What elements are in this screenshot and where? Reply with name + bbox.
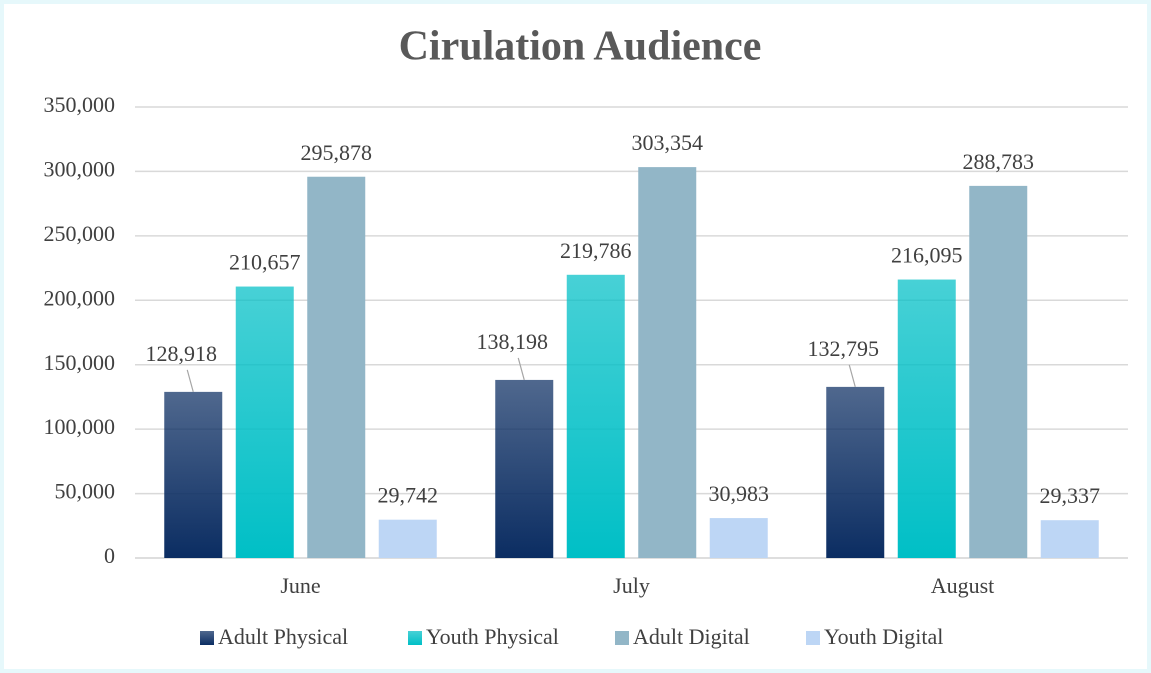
bar (566, 274, 625, 558)
legend-label: Youth Physical (426, 624, 559, 649)
legend-swatch (408, 631, 422, 645)
bar (969, 185, 1028, 558)
bar (1040, 520, 1099, 558)
y-tick-label: 150,000 (44, 350, 116, 375)
bar (235, 286, 294, 558)
y-tick-label: 300,000 (44, 156, 116, 181)
data-label: 29,742 (378, 483, 439, 508)
bar (826, 386, 885, 558)
legend-swatch (200, 631, 214, 645)
legend-label: Youth Digital (824, 624, 943, 649)
data-label: 295,878 (301, 140, 373, 165)
bar (164, 391, 223, 558)
bar (307, 176, 366, 559)
data-label: 288,783 (963, 149, 1035, 174)
x-tick-label: August (931, 573, 995, 598)
y-tick-label: 50,000 (55, 479, 116, 504)
bar (709, 518, 768, 558)
y-tick-label: 200,000 (44, 285, 116, 310)
data-label: 303,354 (632, 130, 704, 155)
y-tick-label: 0 (104, 543, 115, 568)
bar (495, 379, 554, 558)
data-label: 128,918 (146, 341, 218, 366)
data-label: 219,786 (560, 238, 632, 263)
data-label: 216,095 (891, 243, 963, 268)
data-label: 210,657 (229, 250, 301, 275)
data-label: 30,983 (709, 481, 770, 506)
legend-swatch (806, 631, 820, 645)
leader-line (517, 357, 525, 381)
x-tick-label: July (613, 573, 650, 598)
legend-swatch (615, 631, 629, 645)
y-tick-label: 100,000 (44, 414, 116, 439)
data-label: 132,795 (808, 336, 880, 361)
data-label: 138,198 (477, 329, 549, 354)
bar (897, 279, 956, 558)
y-tick-label: 250,000 (44, 221, 116, 246)
x-tick-label: June (280, 573, 320, 598)
legend-label: Adult Digital (633, 624, 750, 649)
chart-title: Cirulation Audience (399, 24, 762, 70)
y-tick-label: 350,000 (44, 92, 116, 117)
leader-line (186, 369, 194, 393)
leader-line (848, 364, 856, 388)
data-label: 29,337 (1040, 483, 1101, 508)
legend-label: Adult Physical (218, 624, 348, 649)
bar (638, 167, 697, 559)
bar (378, 519, 437, 558)
